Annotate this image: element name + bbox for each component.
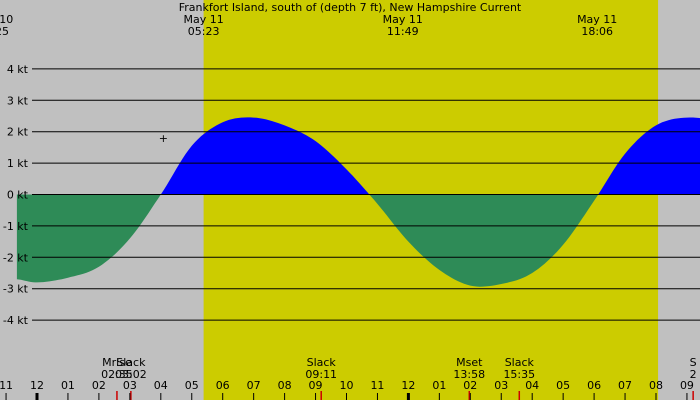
event-marker (320, 391, 322, 400)
ebb-area (369, 194, 599, 287)
event-marker (518, 391, 521, 400)
hour-label: 01 (61, 379, 75, 392)
current-marker: + (159, 132, 168, 145)
hour-label: 08 (649, 379, 663, 392)
y-tick-label: -1 kt (3, 220, 29, 233)
hour-label: 07 (618, 379, 632, 392)
y-tick-label: 4 kt (7, 63, 29, 76)
y-tick-label: 1 kt (7, 157, 29, 170)
hour-tick (67, 393, 69, 400)
event-name: Mset (456, 356, 483, 369)
x-axis-ticks: 11 12 01 02 03 04 05 06 07 08 09 10 11 12 01 02 03 04 05 06… (0, 379, 694, 400)
event-marker (692, 391, 694, 400)
hour-tick (284, 393, 286, 400)
event-name: Slack (505, 356, 535, 369)
hour-label: 05 (185, 379, 199, 392)
hour-label: 05 (556, 379, 570, 392)
hour-tick (406, 393, 410, 400)
event-labels: Mrise02:35Slack03:02Slack09:11Mset13:58S… (101, 356, 697, 400)
event-time: 13:58 (453, 368, 485, 381)
event-time: 03:02 (115, 368, 147, 381)
y-tick-label: -2 kt (3, 251, 29, 264)
hour-label: 02 (463, 379, 477, 392)
hour-label: 02 (92, 379, 106, 392)
hour-label: 07 (247, 379, 261, 392)
event-name: Slack (307, 356, 337, 369)
y-tick-label: 2 kt (7, 126, 29, 139)
hour-label: 09 (309, 379, 323, 392)
flood-area (160, 117, 370, 195)
hour-label: 12 (30, 379, 44, 392)
time-label: 18:06 (581, 25, 613, 38)
event-name: S (690, 356, 697, 369)
chart-title: Frankfort Island, south of (depth 7 ft),… (179, 1, 522, 14)
hour-label: 01 (432, 379, 446, 392)
date-label: May 11 (577, 13, 617, 26)
hour-tick (315, 393, 317, 400)
hour-label: 09 (680, 379, 694, 392)
hour-tick (593, 393, 595, 400)
hour-label: 11 (0, 379, 13, 392)
grid-lines (32, 68, 700, 321)
time-label: 11:49 (387, 25, 419, 38)
hour-label: 12 (401, 379, 415, 392)
hour-tick (531, 393, 533, 400)
ebb-area (16, 194, 161, 283)
hour-tick (346, 393, 347, 400)
hour-tick (686, 393, 688, 400)
hour-label: 11 (370, 379, 384, 392)
event-time: 09:11 (305, 368, 337, 381)
hour-tick (562, 393, 564, 400)
hour-tick (438, 393, 440, 400)
hour-tick (624, 393, 626, 400)
hour-tick (655, 393, 657, 400)
hour-label: 03 (494, 379, 508, 392)
flood-area (598, 117, 700, 195)
y-tick-label: -3 kt (3, 283, 29, 296)
y-axis-labels: 4 kt 3 kt 2 kt 1 kt 0 kt -1 kt -2 kt -3 kt -4 kt (3, 63, 29, 327)
event-marker (130, 391, 132, 400)
date-label: May 10 (0, 13, 13, 26)
hour-label: 06 (216, 379, 230, 392)
event-name: Mrise (102, 356, 132, 369)
hour-tick (469, 393, 471, 400)
hour-label: 04 (525, 379, 539, 392)
time-label: 23:25 (0, 25, 9, 38)
hour-label: 04 (154, 379, 168, 392)
event-marker (468, 391, 471, 400)
hour-tick (5, 393, 7, 400)
hour-label: 03 (123, 379, 137, 392)
date-label: May 11 (383, 13, 423, 26)
hour-tick (191, 393, 193, 400)
hour-tick (376, 393, 378, 400)
hour-tick (160, 393, 162, 400)
hour-tick (129, 393, 131, 400)
event-name: Slack (116, 356, 146, 369)
hour-tick (98, 393, 100, 400)
event-time: 2 (690, 368, 697, 381)
hour-label: 06 (587, 379, 601, 392)
y-tick-label: 3 kt (7, 94, 29, 107)
date-label: May 11 (183, 13, 223, 26)
y-tick-label: -4 kt (3, 314, 29, 327)
hour-tick (253, 393, 255, 400)
hour-tick (35, 393, 39, 400)
hour-tick (500, 393, 502, 400)
hour-label: 10 (340, 379, 354, 392)
hour-tick (222, 393, 224, 400)
y-tick-label: 0 kt (7, 189, 29, 202)
event-marker (116, 391, 118, 400)
event-time: 15:35 (503, 368, 535, 381)
time-label: 05:23 (188, 25, 220, 38)
event-time: 02:35 (101, 368, 133, 381)
current-area-layer (16, 117, 700, 287)
hour-label: 08 (278, 379, 292, 392)
